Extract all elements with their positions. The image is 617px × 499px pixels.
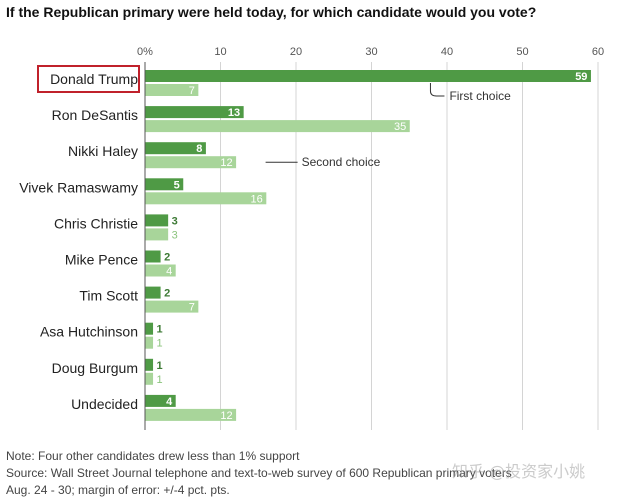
bar-first-choice <box>145 322 154 335</box>
data-label: 3 <box>172 215 178 227</box>
data-label: 2 <box>164 288 170 300</box>
bar-second-choice <box>145 120 410 133</box>
bar-second-choice <box>145 84 199 96</box>
x-tick-label: 0% <box>137 46 153 58</box>
data-label: 12 <box>220 410 232 422</box>
watermark-text: 知乎 @投资家小姚 <box>452 462 586 481</box>
data-label: 35 <box>394 121 406 133</box>
category-label: Ron DeSantis <box>52 107 138 123</box>
chart-title: If the Republican primary were held toda… <box>6 4 537 20</box>
category-label: Asa Hutchinson <box>40 324 138 340</box>
x-tick-label: 60 <box>592 46 604 58</box>
bar-first-choice <box>145 286 161 299</box>
category-label: Chris Christie <box>54 215 138 231</box>
category-label: Donald Trump <box>50 71 138 87</box>
chart-source: Source: Wall Street Journal telephone an… <box>6 466 512 480</box>
bar-second-choice <box>145 264 176 277</box>
bar-second-choice <box>145 408 237 421</box>
data-label: 16 <box>251 193 263 205</box>
data-label: 1 <box>157 324 163 336</box>
bar-second-choice <box>145 192 267 205</box>
bar-first-choice <box>145 250 161 263</box>
bar-second-choice <box>145 336 154 349</box>
x-tick-label: 30 <box>365 46 377 58</box>
bar-second-choice <box>145 228 169 241</box>
data-label: 1 <box>157 338 163 350</box>
bar-first-choice <box>145 178 184 191</box>
bar-second-choice <box>145 372 154 385</box>
category-label: Vivek Ramaswamy <box>19 179 138 195</box>
data-label: 8 <box>196 143 202 155</box>
category-label: Mike Pence <box>65 252 138 268</box>
bar-first-choice <box>145 70 591 82</box>
bar-first-choice <box>145 106 244 119</box>
legend-first-choice: First choice <box>449 89 511 103</box>
bar-first-choice <box>145 358 154 371</box>
x-tick-label: 20 <box>290 46 302 58</box>
bar-first-choice <box>145 394 176 407</box>
chart-note: Note: Four other candidates drew less th… <box>6 449 300 463</box>
bar-second-choice <box>145 156 237 169</box>
category-label: Tim Scott <box>79 288 138 304</box>
bar-first-choice <box>145 214 169 227</box>
data-label: 1 <box>157 374 163 386</box>
category-label: Nikki Haley <box>68 143 138 159</box>
data-label: 1 <box>157 360 163 372</box>
category-label: Undecided <box>71 396 138 412</box>
data-label: 13 <box>228 107 240 119</box>
data-label: 12 <box>220 157 232 169</box>
data-label: 3 <box>172 229 178 241</box>
bar-first-choice <box>145 142 206 155</box>
data-label: 7 <box>189 302 195 314</box>
data-label: 2 <box>164 252 170 264</box>
data-label: 59 <box>575 71 587 83</box>
chart-survey-dates: Aug. 24 - 30; margin of error: +/-4 pct.… <box>6 483 230 497</box>
legend-leader-first-choice <box>429 83 445 97</box>
x-tick-label: 40 <box>441 46 453 58</box>
data-label: 5 <box>174 179 180 191</box>
data-label: 4 <box>166 396 173 408</box>
category-label: Doug Burgum <box>52 360 138 376</box>
bar-chart: 0% 10 20 30 40 50 60 Donald Trump 59 7 Ron DeSanti… <box>19 46 604 430</box>
legend-second-choice: Second choice <box>302 155 381 169</box>
x-tick-label: 50 <box>516 46 528 58</box>
bar-second-choice <box>145 300 199 313</box>
data-label: 7 <box>189 85 195 97</box>
x-tick-label: 10 <box>214 46 226 58</box>
highlight-box <box>37 65 140 93</box>
data-label: 4 <box>166 266 172 278</box>
